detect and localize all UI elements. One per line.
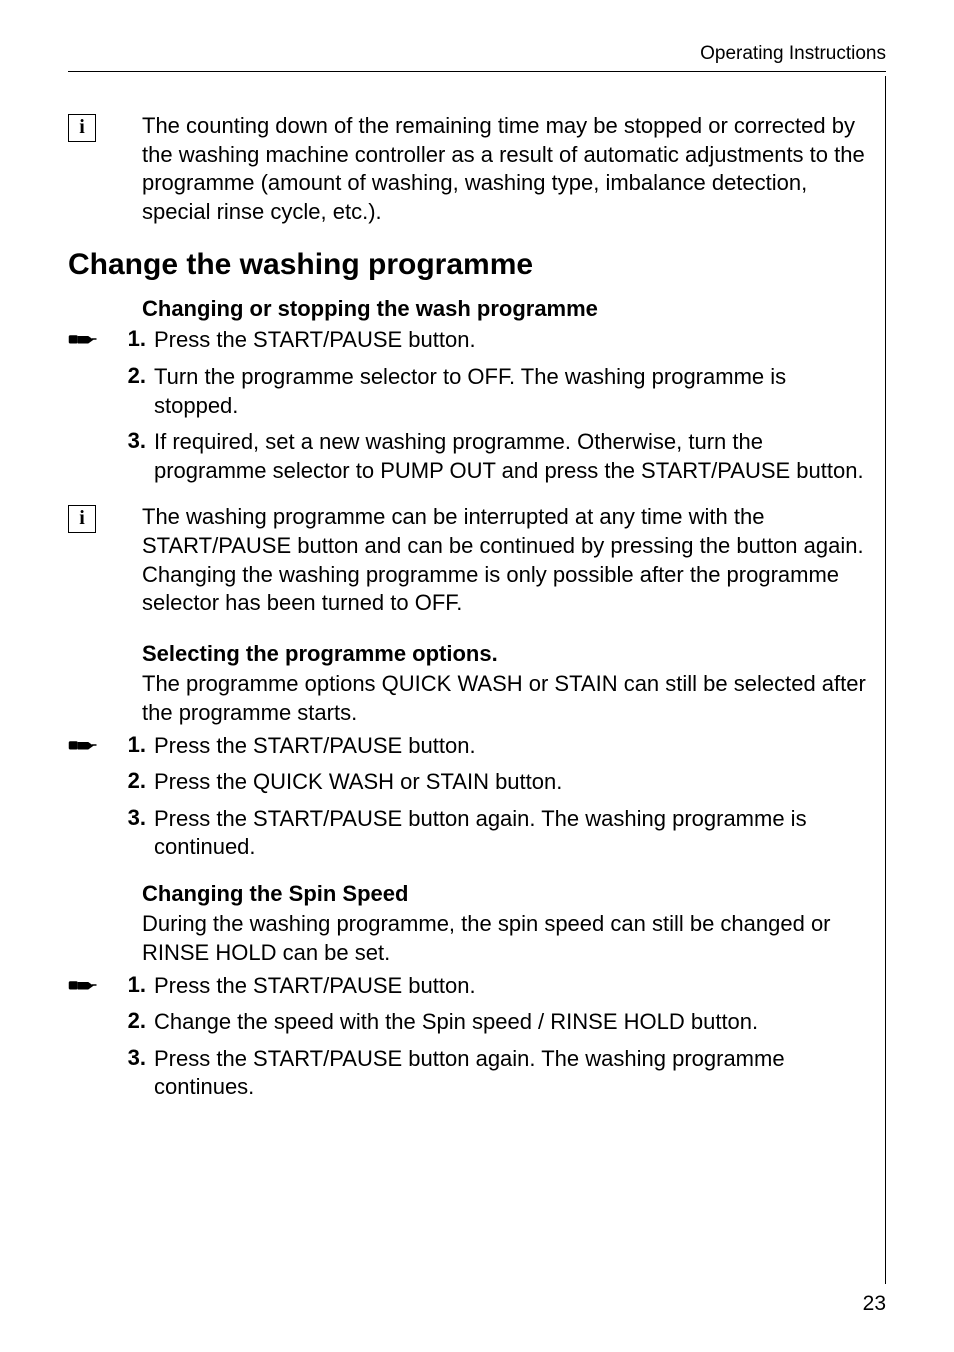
- page: Operating Instructions The counting down…: [0, 0, 954, 1352]
- step-row: 3. Press the START/PAUSE button again. T…: [68, 805, 866, 862]
- step-text: Change the speed with the Spin speed / R…: [154, 1008, 758, 1037]
- sect1-title: Changing or stopping the wash programme: [142, 296, 866, 322]
- info-text: The washing programme can be interrupted…: [142, 503, 866, 617]
- hand-pointer-icon: [68, 974, 98, 996]
- hand-icon-col: [68, 732, 106, 756]
- step-text: Turn the programme selector to OFF. The …: [154, 363, 866, 420]
- step-num: 1.: [106, 326, 146, 352]
- step-row: 3. If required, set a new washing progra…: [68, 428, 866, 485]
- info-block-top: The counting down of the remaining time …: [68, 112, 866, 226]
- step-text: Press the START/PAUSE button again. The …: [154, 1045, 866, 1102]
- sect3-intro: During the washing programme, the spin s…: [142, 910, 866, 967]
- right-rule: [885, 76, 886, 1284]
- step-num: 2.: [106, 768, 146, 794]
- sect3-title: Changing the Spin Speed: [142, 880, 866, 909]
- step-num: 2.: [106, 1008, 146, 1034]
- sect2-intro: The programme options QUICK WASH or STAI…: [142, 670, 866, 727]
- header-rule: Operating Instructions: [68, 48, 886, 72]
- step-num: 3.: [106, 1045, 146, 1071]
- step-text: Press the START/PAUSE button again. The …: [154, 805, 866, 862]
- content: The counting down of the remaining time …: [68, 76, 886, 1102]
- step-row: 1. Press the START/PAUSE button.: [68, 972, 866, 1001]
- step-row: 2. Change the speed with the Spin speed …: [68, 1008, 866, 1037]
- info-icon: [68, 114, 96, 142]
- step-row: 2. Press the QUICK WASH or STAIN button.: [68, 768, 866, 797]
- step-text: Press the QUICK WASH or STAIN button.: [154, 768, 562, 797]
- step-text: Press the START/PAUSE button.: [154, 972, 476, 1001]
- hand-pointer-icon: [68, 734, 98, 756]
- header-section-label: Operating Instructions: [700, 43, 886, 65]
- sect2-title: Selecting the programme options.: [142, 640, 866, 669]
- step-row: 2. Turn the programme selector to OFF. T…: [68, 363, 866, 420]
- step-text: Press the START/PAUSE button.: [154, 326, 476, 355]
- step-num: 1.: [106, 972, 146, 998]
- page-heading: Change the washing programme: [68, 248, 866, 282]
- sect3-block: Changing the Spin Speed During the washi…: [142, 880, 866, 968]
- page-number: 23: [863, 1292, 886, 1316]
- step-row: 3. Press the START/PAUSE button again. T…: [68, 1045, 866, 1102]
- step-num: 2.: [106, 363, 146, 389]
- step-row: 1. Press the START/PAUSE button.: [68, 732, 866, 761]
- sect2-block: Selecting the programme options. The pro…: [142, 640, 866, 728]
- step-num: 3.: [106, 805, 146, 831]
- info-block-mid: The washing programme can be interrupted…: [68, 503, 866, 617]
- hand-icon-col: [68, 326, 106, 350]
- step-text: Press the START/PAUSE button.: [154, 732, 476, 761]
- step-text: If required, set a new washing programme…: [154, 428, 866, 485]
- info-icon: [68, 505, 96, 533]
- step-row: 1. Press the START/PAUSE button.: [68, 326, 866, 355]
- hand-icon-col: [68, 972, 106, 996]
- info-text: The counting down of the remaining time …: [142, 112, 866, 226]
- step-num: 1.: [106, 732, 146, 758]
- step-num: 3.: [106, 428, 146, 454]
- hand-pointer-icon: [68, 328, 98, 350]
